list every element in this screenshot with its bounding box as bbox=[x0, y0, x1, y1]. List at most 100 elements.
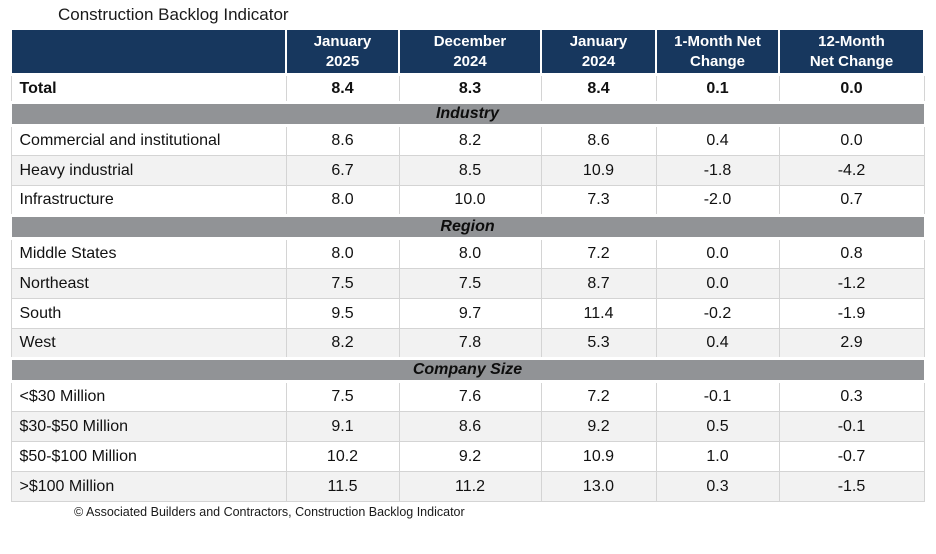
value-cell: -4.2 bbox=[778, 155, 925, 186]
table-row: $30-$50 Million 9.1 8.6 9.2 0.5 -0.1 bbox=[10, 411, 925, 442]
value-cell: 8.2 bbox=[398, 125, 542, 156]
value-cell: 7.6 bbox=[398, 381, 542, 412]
value-cell: 9.1 bbox=[285, 411, 400, 442]
column-header-december-2024: December 2024 bbox=[398, 28, 542, 76]
table-row: Commercial and institutional 8.6 8.2 8.6 0.4… bbox=[10, 125, 925, 156]
section-title: Company Size bbox=[10, 357, 925, 383]
row-label: Commercial and institutional bbox=[10, 125, 287, 156]
value-cell: 0.7 bbox=[778, 185, 925, 216]
table-row: $50-$100 Million 10.2 9.2 10.9 1.0 -0.7 bbox=[10, 441, 925, 472]
value-cell: 0.0 bbox=[655, 268, 780, 299]
value-cell: 11.5 bbox=[285, 471, 400, 502]
value-cell: 8.0 bbox=[285, 185, 400, 216]
value-cell: 7.8 bbox=[398, 328, 542, 359]
value-cell: 8.4 bbox=[540, 74, 657, 103]
value-cell: 0.0 bbox=[778, 74, 925, 103]
source-attribution: © Associated Builders and Contractors, C… bbox=[74, 505, 465, 519]
value-cell: 9.2 bbox=[540, 411, 657, 442]
value-cell: 0.0 bbox=[778, 125, 925, 156]
column-header-january-2025: January 2025 bbox=[285, 28, 400, 76]
value-cell: 10.0 bbox=[398, 185, 542, 216]
value-cell: 8.6 bbox=[398, 411, 542, 442]
value-cell: 9.5 bbox=[285, 298, 400, 329]
table-row: Infrastructure 8.0 10.0 7.3 -2.0 0.7 bbox=[10, 185, 925, 216]
row-label: South bbox=[10, 298, 287, 329]
section-band: Region bbox=[10, 214, 925, 240]
value-cell: 9.7 bbox=[398, 298, 542, 329]
value-cell: -1.9 bbox=[778, 298, 925, 329]
value-cell: 7.2 bbox=[540, 238, 657, 269]
table-row: <$30 Million 7.5 7.6 7.2 -0.1 0.3 bbox=[10, 381, 925, 412]
row-label: >$100 Million bbox=[10, 471, 287, 502]
table-body: Total 8.4 8.3 8.4 0.1 0.0 Industry Commercial a… bbox=[10, 74, 925, 502]
value-cell: 11.4 bbox=[540, 298, 657, 329]
value-cell: 10.9 bbox=[540, 155, 657, 186]
value-cell: 5.3 bbox=[540, 328, 657, 359]
value-cell: 2.9 bbox=[778, 328, 925, 359]
column-header-1-month-net-change: 1-Month Net Change bbox=[655, 28, 780, 76]
value-cell: -2.0 bbox=[655, 185, 780, 216]
value-cell: -0.7 bbox=[778, 441, 925, 472]
value-cell: 7.5 bbox=[398, 268, 542, 299]
value-cell: 0.5 bbox=[655, 411, 780, 442]
value-cell: 8.0 bbox=[398, 238, 542, 269]
value-cell: 13.0 bbox=[540, 471, 657, 502]
section-title: Industry bbox=[10, 101, 925, 127]
value-cell: 9.2 bbox=[398, 441, 542, 472]
value-cell: -1.2 bbox=[778, 268, 925, 299]
value-cell: -0.2 bbox=[655, 298, 780, 329]
page-title: Construction Backlog Indicator bbox=[58, 5, 289, 24]
value-cell: 8.3 bbox=[398, 74, 542, 103]
value-cell: 8.2 bbox=[285, 328, 400, 359]
table-row: South 9.5 9.7 11.4 -0.2 -1.9 bbox=[10, 298, 925, 329]
value-cell: 8.7 bbox=[540, 268, 657, 299]
value-cell: 8.4 bbox=[285, 74, 400, 103]
value-cell: 0.3 bbox=[655, 471, 780, 502]
header-row: January 2025 December 2024 January 2024 … bbox=[10, 28, 925, 76]
value-cell: 10.2 bbox=[285, 441, 400, 472]
value-cell: 1.0 bbox=[655, 441, 780, 472]
value-cell: 11.2 bbox=[398, 471, 542, 502]
value-cell: 0.8 bbox=[778, 238, 925, 269]
table-row: Middle States 8.0 8.0 7.2 0.0 0.8 bbox=[10, 238, 925, 269]
row-label: Heavy industrial bbox=[10, 155, 287, 186]
value-cell: 8.6 bbox=[285, 125, 400, 156]
row-label: Northeast bbox=[10, 268, 287, 299]
value-cell: 7.5 bbox=[285, 268, 400, 299]
corner-cell bbox=[10, 28, 287, 76]
value-cell: 0.1 bbox=[655, 74, 780, 103]
value-cell: 0.0 bbox=[655, 238, 780, 269]
row-label: $30-$50 Million bbox=[10, 411, 287, 442]
value-cell: -0.1 bbox=[655, 381, 780, 412]
column-header-12-month-net-change: 12-Month Net Change bbox=[778, 28, 925, 76]
section-title: Region bbox=[10, 214, 925, 240]
value-cell: 6.7 bbox=[285, 155, 400, 186]
column-header-january-2024: January 2024 bbox=[540, 28, 657, 76]
table-row: West 8.2 7.8 5.3 0.4 2.9 bbox=[10, 328, 925, 359]
value-cell: 0.4 bbox=[655, 328, 780, 359]
total-row: Total 8.4 8.3 8.4 0.1 0.0 bbox=[10, 74, 925, 103]
value-cell: -1.8 bbox=[655, 155, 780, 186]
row-label: Middle States bbox=[10, 238, 287, 269]
section-band: Industry bbox=[10, 101, 925, 127]
table-row: >$100 Million 11.5 11.2 13.0 0.3 -1.5 bbox=[10, 471, 925, 502]
value-cell: 0.4 bbox=[655, 125, 780, 156]
value-cell: 0.3 bbox=[778, 381, 925, 412]
row-label: Total bbox=[10, 74, 287, 103]
value-cell: 7.2 bbox=[540, 381, 657, 412]
value-cell: -1.5 bbox=[778, 471, 925, 502]
value-cell: 7.3 bbox=[540, 185, 657, 216]
row-label: West bbox=[10, 328, 287, 359]
row-label: $50-$100 Million bbox=[10, 441, 287, 472]
value-cell: 8.5 bbox=[398, 155, 542, 186]
value-cell: 7.5 bbox=[285, 381, 400, 412]
section-band: Company Size bbox=[10, 357, 925, 383]
row-label: <$30 Million bbox=[10, 381, 287, 412]
backlog-table: January 2025 December 2024 January 2024 … bbox=[10, 28, 925, 502]
row-label: Infrastructure bbox=[10, 185, 287, 216]
table-row: Heavy industrial 6.7 8.5 10.9 -1.8 -4.2 bbox=[10, 155, 925, 186]
value-cell: 8.6 bbox=[540, 125, 657, 156]
value-cell: 10.9 bbox=[540, 441, 657, 472]
value-cell: -0.1 bbox=[778, 411, 925, 442]
value-cell: 8.0 bbox=[285, 238, 400, 269]
